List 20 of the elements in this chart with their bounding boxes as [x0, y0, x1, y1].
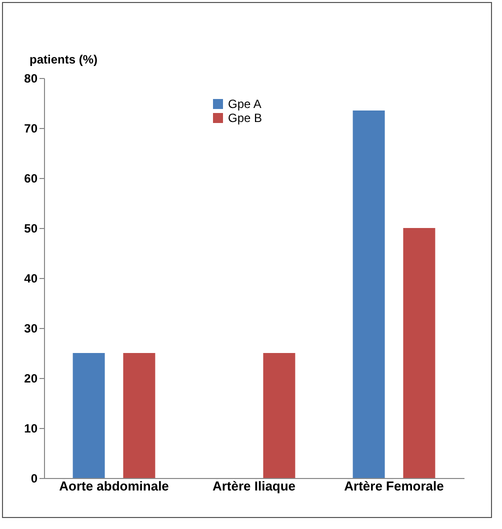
bar — [352, 110, 385, 478]
y-tick-label: 60 — [24, 172, 38, 186]
y-tick-label: 30 — [24, 322, 38, 336]
y-tick-label: 40 — [24, 272, 38, 286]
y-tick-label: 70 — [24, 122, 38, 136]
y-tick-label: 10 — [24, 422, 38, 436]
bar — [72, 353, 105, 478]
x-tick-label: Artère Femorale — [344, 478, 444, 494]
y-tick-label: 80 — [24, 72, 38, 86]
legend-label: Gpe B — [228, 111, 262, 125]
x-tick-label: Aorte abdominale — [59, 478, 169, 494]
y-tick-label: 20 — [24, 372, 38, 386]
bar — [263, 353, 296, 478]
bar — [123, 353, 156, 478]
legend-label: Gpe A — [228, 97, 262, 111]
x-tick-label: Artère Iliaque — [212, 478, 296, 494]
y-tick-label: 50 — [24, 222, 38, 236]
bar — [403, 228, 436, 478]
y-tick-label: 0 — [30, 472, 38, 486]
y-axis-title: patients (%) — [30, 52, 98, 66]
